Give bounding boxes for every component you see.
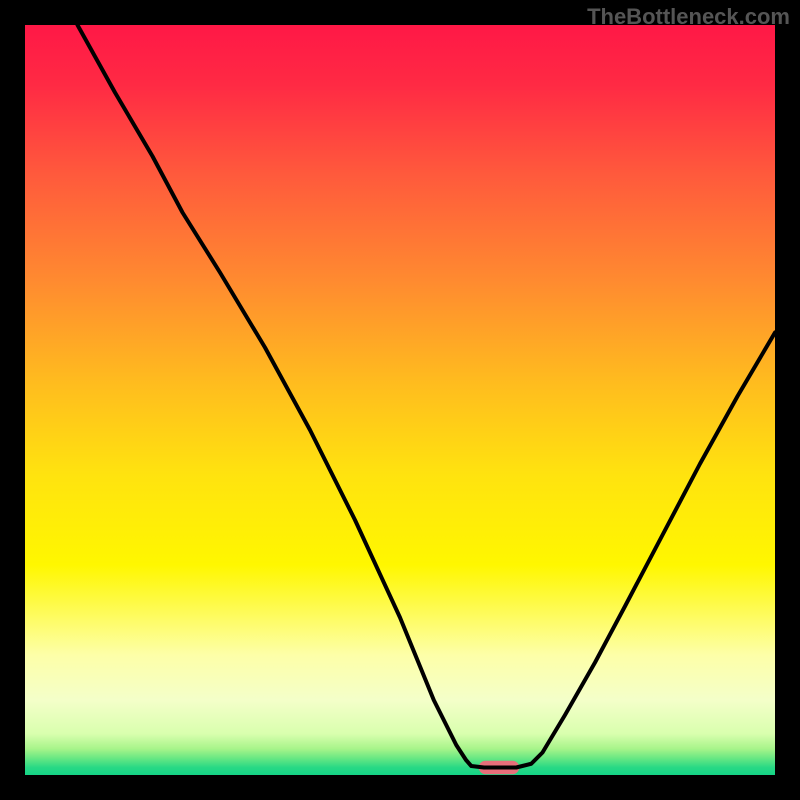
gradient-background xyxy=(25,25,775,775)
chart-frame: TheBottleneck.com xyxy=(0,0,800,800)
plot-area xyxy=(25,25,775,775)
bottleneck-chart xyxy=(25,25,775,775)
watermark-text: TheBottleneck.com xyxy=(587,4,790,30)
